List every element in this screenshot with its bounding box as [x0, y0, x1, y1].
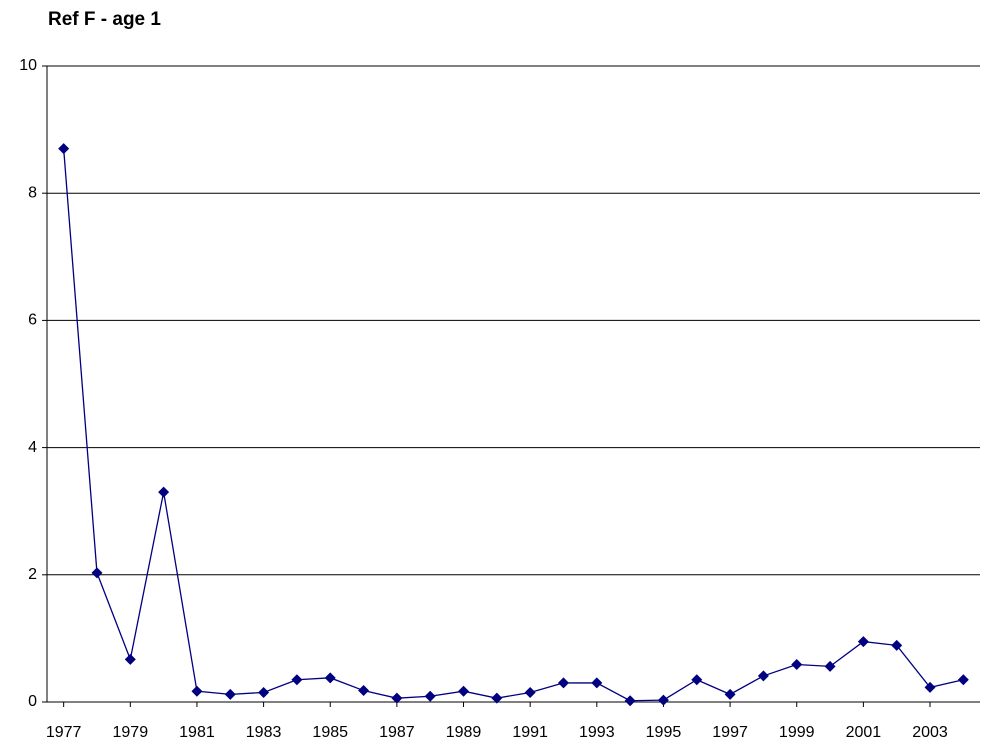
series-line: [63, 148, 964, 702]
y-tick-label: 4: [28, 439, 37, 456]
y-tick-label: 10: [19, 57, 37, 74]
data-point: [424, 690, 436, 702]
x-tick-label: 2003: [912, 724, 948, 741]
data-point: [324, 672, 336, 684]
x-tick-label: 2001: [846, 724, 882, 741]
y-tick-label: 6: [28, 312, 37, 329]
data-point: [557, 677, 569, 689]
data-point: [791, 658, 803, 670]
data-point: [391, 692, 403, 704]
x-tick-label: 1981: [179, 724, 215, 741]
x-tick-label: 1977: [46, 724, 82, 741]
y-tick-label: 2: [28, 566, 37, 583]
data-point: [724, 688, 736, 700]
x-tick-label: 1993: [579, 724, 615, 741]
data-point: [924, 681, 936, 693]
x-tick-label: 1987: [379, 724, 415, 741]
x-tick-label: 1983: [246, 724, 282, 741]
data-point: [824, 660, 836, 672]
y-tick-label: 8: [28, 184, 37, 201]
data-point: [957, 674, 969, 686]
y-tick-label: 0: [28, 693, 37, 710]
data-point: [91, 567, 103, 579]
data-point: [491, 692, 503, 704]
x-tick-label: 1985: [312, 724, 348, 741]
data-point: [891, 639, 903, 651]
data-point: [757, 670, 769, 682]
data-point: [191, 685, 203, 697]
x-tick-label: 1989: [446, 724, 482, 741]
x-tick-label: 1995: [646, 724, 682, 741]
x-tick-label: 1991: [512, 724, 548, 741]
data-point: [124, 653, 136, 665]
data-point: [691, 674, 703, 686]
data-point: [591, 677, 603, 689]
data-point: [58, 143, 70, 155]
data-point: [458, 685, 470, 697]
data-point: [224, 688, 236, 700]
data-point: [258, 686, 270, 698]
data-point: [291, 674, 303, 686]
x-tick-label: 1999: [779, 724, 815, 741]
data-point: [657, 694, 669, 706]
data-point: [158, 486, 170, 498]
x-tick-label: 1979: [113, 724, 149, 741]
data-point: [857, 636, 869, 648]
data-point: [624, 695, 636, 707]
data-point: [524, 686, 536, 698]
chart-title: Ref F - age 1: [48, 9, 161, 30]
x-tick-label: 1997: [712, 724, 748, 741]
data-point: [358, 685, 370, 697]
